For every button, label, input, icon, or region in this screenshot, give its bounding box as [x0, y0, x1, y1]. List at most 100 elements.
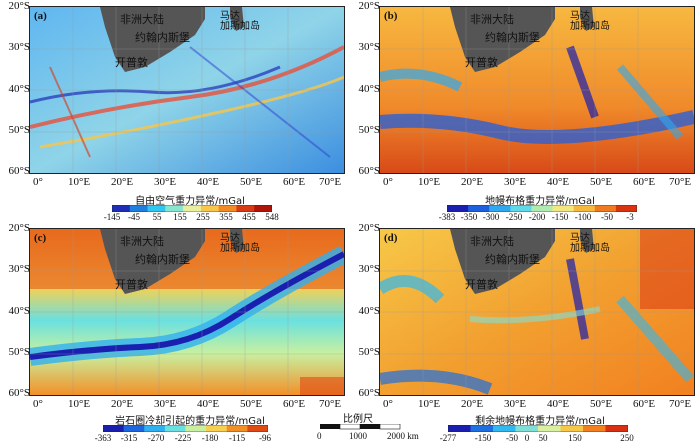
africa-label: 非洲大陆 — [470, 235, 514, 248]
colorbar-cell — [129, 205, 149, 212]
africa-label: 非洲大陆 — [120, 235, 164, 248]
lat-tick: 30°S — [8, 263, 30, 275]
scale-tick: 0 — [317, 431, 322, 441]
colorbar-cell — [448, 425, 471, 432]
colorbar-cell — [493, 425, 516, 432]
lon-tick: 40°E — [196, 398, 220, 410]
johannesburg-label: 约翰内斯堡 — [135, 253, 190, 266]
colorbar — [447, 205, 637, 212]
lon-tick: 30°E — [153, 398, 177, 410]
colorbar-tick: 455 — [242, 212, 256, 222]
colorbar-tick: -115 — [228, 433, 246, 443]
colorbar-tick: 548 — [265, 212, 279, 222]
lon-tick: 70°E — [668, 176, 692, 188]
map-c: (c) 非洲大陆 马达 加斯加岛 约翰内斯堡 开普敦 — [29, 228, 345, 396]
panel-a: (a) 非洲大陆 马达 加斯加岛 约翰内斯堡 开普敦 20°S 30°S 40°… — [0, 0, 350, 222]
colorbar — [448, 425, 628, 432]
lat-tick: 50°S — [8, 124, 30, 136]
lon-tick: 0° — [33, 176, 43, 188]
colorbar-cell — [103, 425, 125, 432]
lon-tick: 20°E — [460, 398, 484, 410]
capetown-label: 开普敦 — [115, 56, 148, 69]
colorbar-tick: -383 — [438, 212, 456, 222]
colorbar-cell — [200, 205, 220, 212]
lon-tick: 60°E — [632, 176, 656, 188]
lon-tick: 0° — [33, 398, 43, 410]
colorbar-tick: -363 — [94, 433, 112, 443]
lat-tick: 50°S — [8, 346, 30, 358]
colorbar-cell — [236, 205, 255, 212]
lat-tick: 60°S — [8, 165, 30, 177]
free-air-anomaly-map — [30, 7, 344, 173]
colorbar-tick: -225 — [174, 433, 192, 443]
lon-tick: 20°E — [110, 176, 134, 188]
colorbar-cell — [531, 205, 554, 212]
capetown-label: 开普敦 — [465, 278, 498, 291]
colorbar-title: 岩石圈冷却引起的重力异常/mGal — [115, 416, 265, 427]
colorbar-cell — [218, 205, 237, 212]
colorbar-tick: -300 — [482, 212, 500, 222]
colorbar-cell — [470, 425, 494, 432]
colorbar-tick: -3 — [626, 212, 634, 222]
colorbar-cell — [247, 425, 268, 432]
colorbar-cell — [538, 425, 561, 432]
lithosphere-cooling-map — [30, 229, 344, 395]
colorbar-tick: 0 — [524, 433, 530, 443]
madagascar-label-2: 加斯加岛 — [220, 21, 260, 32]
colorbar-cell — [226, 425, 248, 432]
colorbar-tick: 50 — [538, 433, 548, 443]
colorbar-cell — [560, 425, 584, 432]
colorbar-tick: -100 — [574, 212, 592, 222]
panel-c: (c) 非洲大陆 马达 加斯加岛 约翰内斯堡 开普敦 20°S 30°S 40°… — [0, 222, 350, 444]
colorbar-cell — [144, 425, 166, 432]
lat-tick: 20°S — [358, 222, 380, 234]
colorbar-tick: -45 — [128, 212, 140, 222]
colorbar-tick: 255 — [196, 212, 210, 222]
lon-tick: 30°E — [503, 398, 527, 410]
residual-mantle-bouguer-map — [380, 229, 694, 395]
colorbar-title: 地幔布格重力异常/mGal — [485, 196, 595, 207]
colorbar — [103, 425, 268, 432]
capetown-label: 开普敦 — [465, 56, 498, 69]
madagascar-label-1: 马达 — [220, 11, 240, 22]
colorbar-cell — [206, 425, 228, 432]
panel-tag: (c) — [34, 232, 47, 244]
panel-b: (b) 非洲大陆 马达 加斯加岛 约翰内斯堡 开普敦 20°S 30°S 40°… — [350, 0, 700, 222]
africa-label: 非洲大陆 — [120, 13, 164, 26]
lat-tick: 30°S — [358, 263, 380, 275]
madagascar-label-2: 加斯加岛 — [220, 243, 260, 254]
lat-tick: 20°S — [358, 0, 380, 12]
colorbar-tick: -270 — [147, 433, 165, 443]
scale-tick: 1000 — [349, 431, 367, 441]
lat-tick: 30°S — [358, 41, 380, 53]
colorbar-tick: -50 — [601, 212, 613, 222]
colorbar-cell — [583, 425, 606, 432]
lon-tick: 10°E — [67, 176, 91, 188]
africa-label: 非洲大陆 — [470, 13, 514, 26]
colorbar-cell — [164, 425, 186, 432]
lat-tick: 40°S — [358, 83, 380, 95]
colorbar-tick: -200 — [528, 212, 546, 222]
colorbar-tick: 355 — [219, 212, 233, 222]
colorbar-cell — [185, 425, 207, 432]
lon-tick: 10°E — [417, 398, 441, 410]
colorbar-cell — [447, 205, 469, 212]
madagascar-label-1: 马达 — [570, 11, 590, 22]
colorbar-title: 剩余地幔布格重力异常/mGal — [475, 416, 605, 427]
colorbar-title: 自由空气重力异常/mGal — [135, 196, 245, 207]
colorbar-tick: 250 — [620, 433, 634, 443]
madagascar-label-1: 马达 — [220, 233, 240, 244]
lon-tick: 30°E — [153, 176, 177, 188]
colorbar-tick: -96 — [259, 433, 271, 443]
scale-tick: 2000 km — [387, 431, 419, 441]
mantle-bouguer-map — [380, 7, 694, 173]
colorbar-cell — [594, 205, 617, 212]
madagascar-label-1: 马达 — [570, 233, 590, 244]
lon-tick: 0° — [383, 398, 393, 410]
lon-tick: 60°E — [282, 398, 306, 410]
lat-tick: 60°S — [8, 387, 30, 399]
colorbar-cell — [147, 205, 166, 212]
colorbar-tick: -250 — [505, 212, 523, 222]
lon-tick: 20°E — [110, 398, 134, 410]
colorbar-tick: -50 — [506, 433, 518, 443]
